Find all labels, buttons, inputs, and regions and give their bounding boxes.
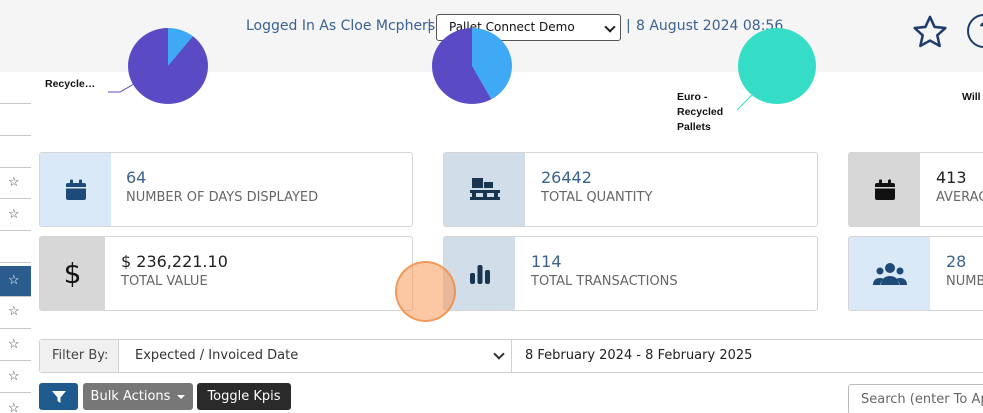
pie-chart-2 <box>432 28 512 104</box>
toggle-kpis-button[interactable]: Toggle Kpis <box>197 383 291 410</box>
star-outline-icon[interactable] <box>911 13 949 51</box>
search-input[interactable]: Search (enter To Apply) <box>848 384 983 413</box>
pie-label-recycle: Recycle… <box>45 78 96 90</box>
bar-chart-icon <box>444 237 515 310</box>
kpi-value: $ 236,221.10 <box>121 252 228 271</box>
row-divider <box>0 328 31 329</box>
help-glyph: ? <box>979 19 983 41</box>
filter-by-label: Filter By: <box>40 340 119 372</box>
kpi-total-value: $ $ 236,221.10 TOTAL VALUE <box>39 236 413 311</box>
kpi-label: TOTAL TRANSACTIONS <box>531 274 678 289</box>
calendar-icon <box>849 153 920 226</box>
kpi-value: 28 <box>946 252 967 271</box>
row-divider <box>0 198 31 199</box>
logged-in-text: Logged In As Cloe Mcpherson <box>246 18 453 34</box>
row-star-icon[interactable]: ☆ <box>8 174 20 189</box>
pie-leader-line <box>108 83 135 93</box>
funnel-icon <box>51 390 66 403</box>
row-divider <box>0 360 31 361</box>
search-placeholder: Search (enter To Apply) <box>861 392 983 407</box>
caret-down-icon <box>177 394 186 399</box>
row-divider <box>0 167 31 168</box>
row-divider <box>0 230 31 231</box>
header-separator: | <box>626 18 631 34</box>
pie-label-will: Will <box>962 91 981 103</box>
bulk-actions-label: Bulk Actions <box>90 389 171 404</box>
row-divider <box>0 135 31 136</box>
click-indicator <box>395 261 456 322</box>
left-row-strip: ☆ ☆ ☆ ☆ ☆ ☆ ☆ <box>0 72 31 413</box>
kpi-label: NUMB <box>946 274 983 289</box>
filter-button[interactable] <box>39 383 78 410</box>
filter-type-value: Expected / Invoiced Date <box>135 348 299 363</box>
kpi-days-displayed: 64 NUMBER OF DAYS DISPLAYED <box>39 152 413 227</box>
pie-chart-1 <box>128 28 208 104</box>
kpi-label: NUMBER OF DAYS DISPLAYED <box>126 190 319 205</box>
kpi-label: TOTAL VALUE <box>121 274 208 289</box>
date-range-input[interactable]: 8 February 2024 - 8 February 2025 <box>525 348 753 363</box>
kpi-label: AVERAG <box>936 190 983 205</box>
kpi-total-transactions: 114 TOTAL TRANSACTIONS <box>443 236 818 311</box>
filter-bar: Filter By: Expected / Invoiced Date 8 Fe… <box>39 339 983 373</box>
row-star-icon[interactable]: ☆ <box>8 206 20 221</box>
filter-type-select[interactable]: Expected / Invoiced Date <box>120 340 512 372</box>
pie-leader-line <box>736 93 754 111</box>
row-divider <box>0 296 31 297</box>
pallet-icon <box>444 153 525 226</box>
kpi-value: 413 <box>936 168 967 187</box>
users-icon <box>849 237 930 310</box>
kpi-label: TOTAL QUANTITY <box>541 190 653 205</box>
chevron-down-icon <box>493 348 505 360</box>
question-circle-icon[interactable]: ? <box>967 14 983 48</box>
bulk-actions-button[interactable]: Bulk Actions <box>83 383 193 410</box>
row-divider <box>0 392 31 393</box>
dollar-icon: $ <box>40 237 105 310</box>
row-star-icon[interactable]: ☆ <box>8 336 20 351</box>
kpi-number: 28 NUMB <box>848 236 983 311</box>
kpi-value: 26442 <box>541 168 592 187</box>
calendar-icon <box>40 153 111 226</box>
pie-label-euro: Euro - Recycled Pallets <box>677 91 724 133</box>
row-star-icon[interactable]: ☆ <box>8 272 20 287</box>
header-separator: | <box>427 18 432 34</box>
kpi-value: 114 <box>531 252 562 271</box>
chevron-down-icon <box>604 21 616 33</box>
row-divider <box>0 262 31 263</box>
row-divider <box>0 103 31 104</box>
kpi-value: 64 <box>126 168 147 187</box>
row-star-icon[interactable]: ☆ <box>8 368 20 383</box>
kpi-average: 413 AVERAG <box>848 152 983 227</box>
kpi-total-quantity: 26442 TOTAL QUANTITY <box>443 152 818 227</box>
selected-row-marker <box>0 266 31 296</box>
header-datetime: 8 August 2024 08:56 <box>636 18 784 34</box>
row-star-icon[interactable]: ☆ <box>8 400 20 413</box>
row-star-icon[interactable]: ☆ <box>8 303 20 318</box>
pie-chart-3 <box>738 28 816 104</box>
toggle-kpis-label: Toggle Kpis <box>207 389 281 404</box>
